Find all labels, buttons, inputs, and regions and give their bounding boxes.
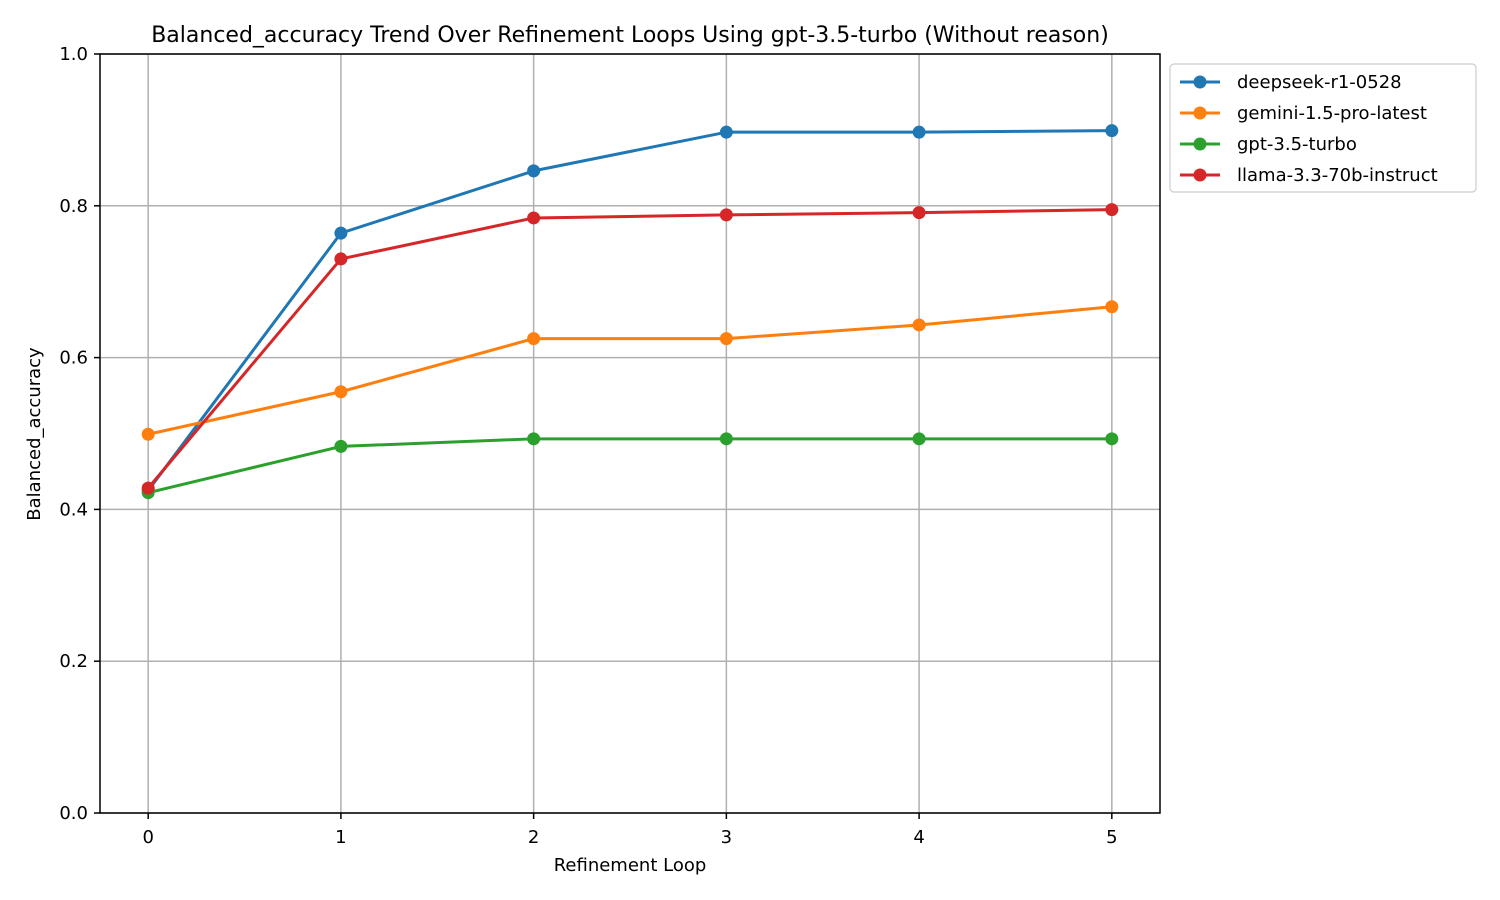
legend-label: gpt-3.5-turbo — [1237, 134, 1357, 155]
data-point-llama-3.3-70b-instruct — [527, 211, 541, 225]
data-point-gpt-3.5-turbo — [527, 432, 541, 446]
legend-label: deepseek-r1-0528 — [1237, 72, 1402, 93]
legend-marker-gpt-3.5-turbo — [1193, 137, 1207, 151]
legend-label: llama-3.3-70b-instruct — [1237, 165, 1438, 186]
series-layer — [141, 124, 1119, 500]
data-point-gemini-1.5-pro-latest — [912, 318, 926, 332]
series-line-llama-3.3-70b-instruct — [147, 208, 1112, 490]
grid — [100, 53, 1160, 814]
data-point-gpt-3.5-turbo — [1105, 432, 1119, 446]
chart-title: Balanced_accuracy Trend Over Refinement … — [151, 23, 1109, 48]
data-point-gpt-3.5-turbo — [912, 432, 926, 446]
plot-frame — [99, 53, 1161, 814]
data-point-llama-3.3-70b-instruct — [334, 252, 348, 266]
x-tick-label: 1 — [335, 827, 346, 848]
data-point-deepseek-r1-0528 — [527, 164, 541, 178]
data-point-deepseek-r1-0528 — [912, 125, 926, 139]
y-tick-label: 0.2 — [59, 651, 88, 672]
x-tick-label: 2 — [528, 827, 539, 848]
x-tick-label: 3 — [721, 827, 732, 848]
legend: deepseek-r1-0528 gemini-1.5-pro-latest gpt… — [1169, 63, 1477, 193]
legend-marker-gemini-1.5-pro-latest — [1193, 106, 1207, 120]
x-axis-label: Refinement Loop — [554, 855, 707, 876]
data-point-gemini-1.5-pro-latest — [334, 385, 348, 399]
x-tick-label: 5 — [1106, 827, 1117, 848]
series-line-deepseek-r1-0528 — [146, 129, 1112, 492]
legend-box — [1169, 63, 1477, 193]
data-point-deepseek-r1-0528 — [719, 125, 733, 139]
y-axis-label: Balanced_accuracy — [24, 347, 45, 521]
data-point-llama-3.3-70b-instruct — [1105, 203, 1119, 217]
x-tick-label: 0 — [142, 827, 153, 848]
legend-marker-llama-3.3-70b-instruct — [1193, 168, 1207, 182]
y-tick-label: 0.6 — [59, 348, 88, 369]
data-point-gemini-1.5-pro-latest — [719, 332, 733, 346]
series-line-gpt-3.5-turbo — [147, 437, 1112, 495]
data-point-gpt-3.5-turbo — [334, 439, 348, 453]
data-point-llama-3.3-70b-instruct — [141, 481, 155, 495]
ticks: 0 1 2 3 4 5 0.0 0.2 0.4 0.6 0.8 1.0 — [59, 44, 1117, 848]
data-point-gemini-1.5-pro-latest — [1105, 300, 1119, 314]
data-point-llama-3.3-70b-instruct — [719, 208, 733, 222]
data-point-gemini-1.5-pro-latest — [527, 332, 541, 346]
y-tick-label: 1.0 — [59, 44, 88, 65]
legend-marker-deepseek-r1-0528 — [1193, 75, 1207, 89]
y-tick-label: 0.8 — [59, 196, 88, 217]
y-tick-label: 0.0 — [59, 803, 88, 824]
series-line-gemini-1.5-pro-latest — [147, 305, 1112, 436]
data-point-llama-3.3-70b-instruct — [912, 206, 926, 220]
x-tick-label: 4 — [913, 827, 924, 848]
data-point-deepseek-r1-0528 — [1105, 124, 1119, 138]
legend-label: gemini-1.5-pro-latest — [1237, 103, 1427, 124]
y-tick-label: 0.4 — [59, 499, 88, 520]
data-point-gemini-1.5-pro-latest — [141, 427, 155, 441]
data-point-deepseek-r1-0528 — [334, 226, 348, 240]
data-point-gpt-3.5-turbo — [719, 432, 733, 446]
